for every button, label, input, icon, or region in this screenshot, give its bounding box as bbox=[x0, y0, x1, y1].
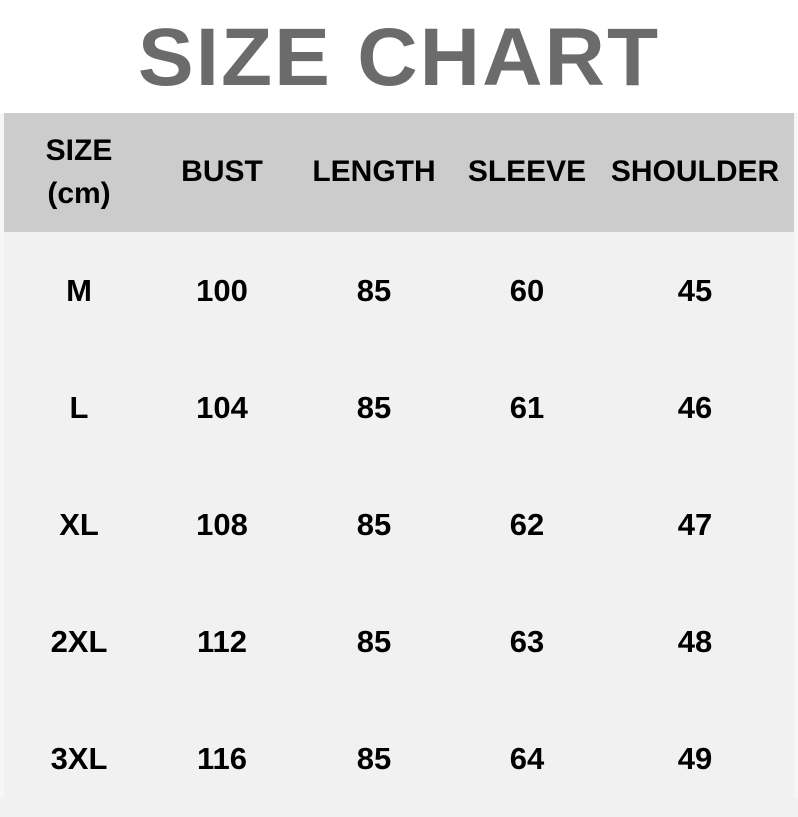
cell-sleeve: 60 bbox=[462, 232, 592, 349]
page-title: SIZE CHART bbox=[137, 11, 661, 103]
cell-shoulder: 46 bbox=[592, 349, 798, 466]
cell-length: 85 bbox=[286, 700, 462, 817]
cell-size: 2XL bbox=[0, 583, 158, 700]
cell-bust: 116 bbox=[158, 700, 286, 817]
cell-sleeve: 61 bbox=[462, 349, 592, 466]
column-header-bust: BUST bbox=[158, 113, 286, 232]
title-banner: SIZE CHART bbox=[0, 0, 798, 113]
column-header-size: SIZE (cm) bbox=[0, 113, 158, 232]
table-header: SIZE (cm) BUST LENGTH SLEEVE SHOULDER bbox=[0, 113, 798, 232]
column-header-size-line2: (cm) bbox=[47, 176, 111, 210]
table-row: M 100 85 60 45 bbox=[0, 232, 798, 349]
table-header-row: SIZE (cm) BUST LENGTH SLEEVE SHOULDER bbox=[0, 113, 798, 232]
cell-size: 3XL bbox=[0, 700, 158, 817]
table-row: L 104 85 61 46 bbox=[0, 349, 798, 466]
cell-length: 85 bbox=[286, 466, 462, 583]
cell-bust: 108 bbox=[158, 466, 286, 583]
table-row: XL 108 85 62 47 bbox=[0, 466, 798, 583]
cell-length: 85 bbox=[286, 583, 462, 700]
column-header-sleeve: SLEEVE bbox=[462, 113, 592, 232]
table-row: 3XL 116 85 64 49 bbox=[0, 700, 798, 817]
table-row: 2XL 112 85 63 48 bbox=[0, 583, 798, 700]
table-body: M 100 85 60 45 L 104 85 61 46 XL 108 85 … bbox=[0, 232, 798, 817]
column-header-length: LENGTH bbox=[286, 113, 462, 232]
cell-bust: 112 bbox=[158, 583, 286, 700]
column-header-shoulder: SHOULDER bbox=[592, 113, 798, 232]
cell-bust: 104 bbox=[158, 349, 286, 466]
cell-sleeve: 62 bbox=[462, 466, 592, 583]
cell-size: L bbox=[0, 349, 158, 466]
cell-sleeve: 64 bbox=[462, 700, 592, 817]
cell-size: XL bbox=[0, 466, 158, 583]
size-chart-table: SIZE (cm) BUST LENGTH SLEEVE SHOULDER M … bbox=[0, 113, 798, 817]
cell-size: M bbox=[0, 232, 158, 349]
cell-bust: 100 bbox=[158, 232, 286, 349]
cell-shoulder: 48 bbox=[592, 583, 798, 700]
cell-shoulder: 45 bbox=[592, 232, 798, 349]
cell-length: 85 bbox=[286, 349, 462, 466]
cell-length: 85 bbox=[286, 232, 462, 349]
cell-sleeve: 63 bbox=[462, 583, 592, 700]
column-header-size-line1: SIZE bbox=[45, 133, 113, 167]
cell-shoulder: 49 bbox=[592, 700, 798, 817]
cell-shoulder: 47 bbox=[592, 466, 798, 583]
